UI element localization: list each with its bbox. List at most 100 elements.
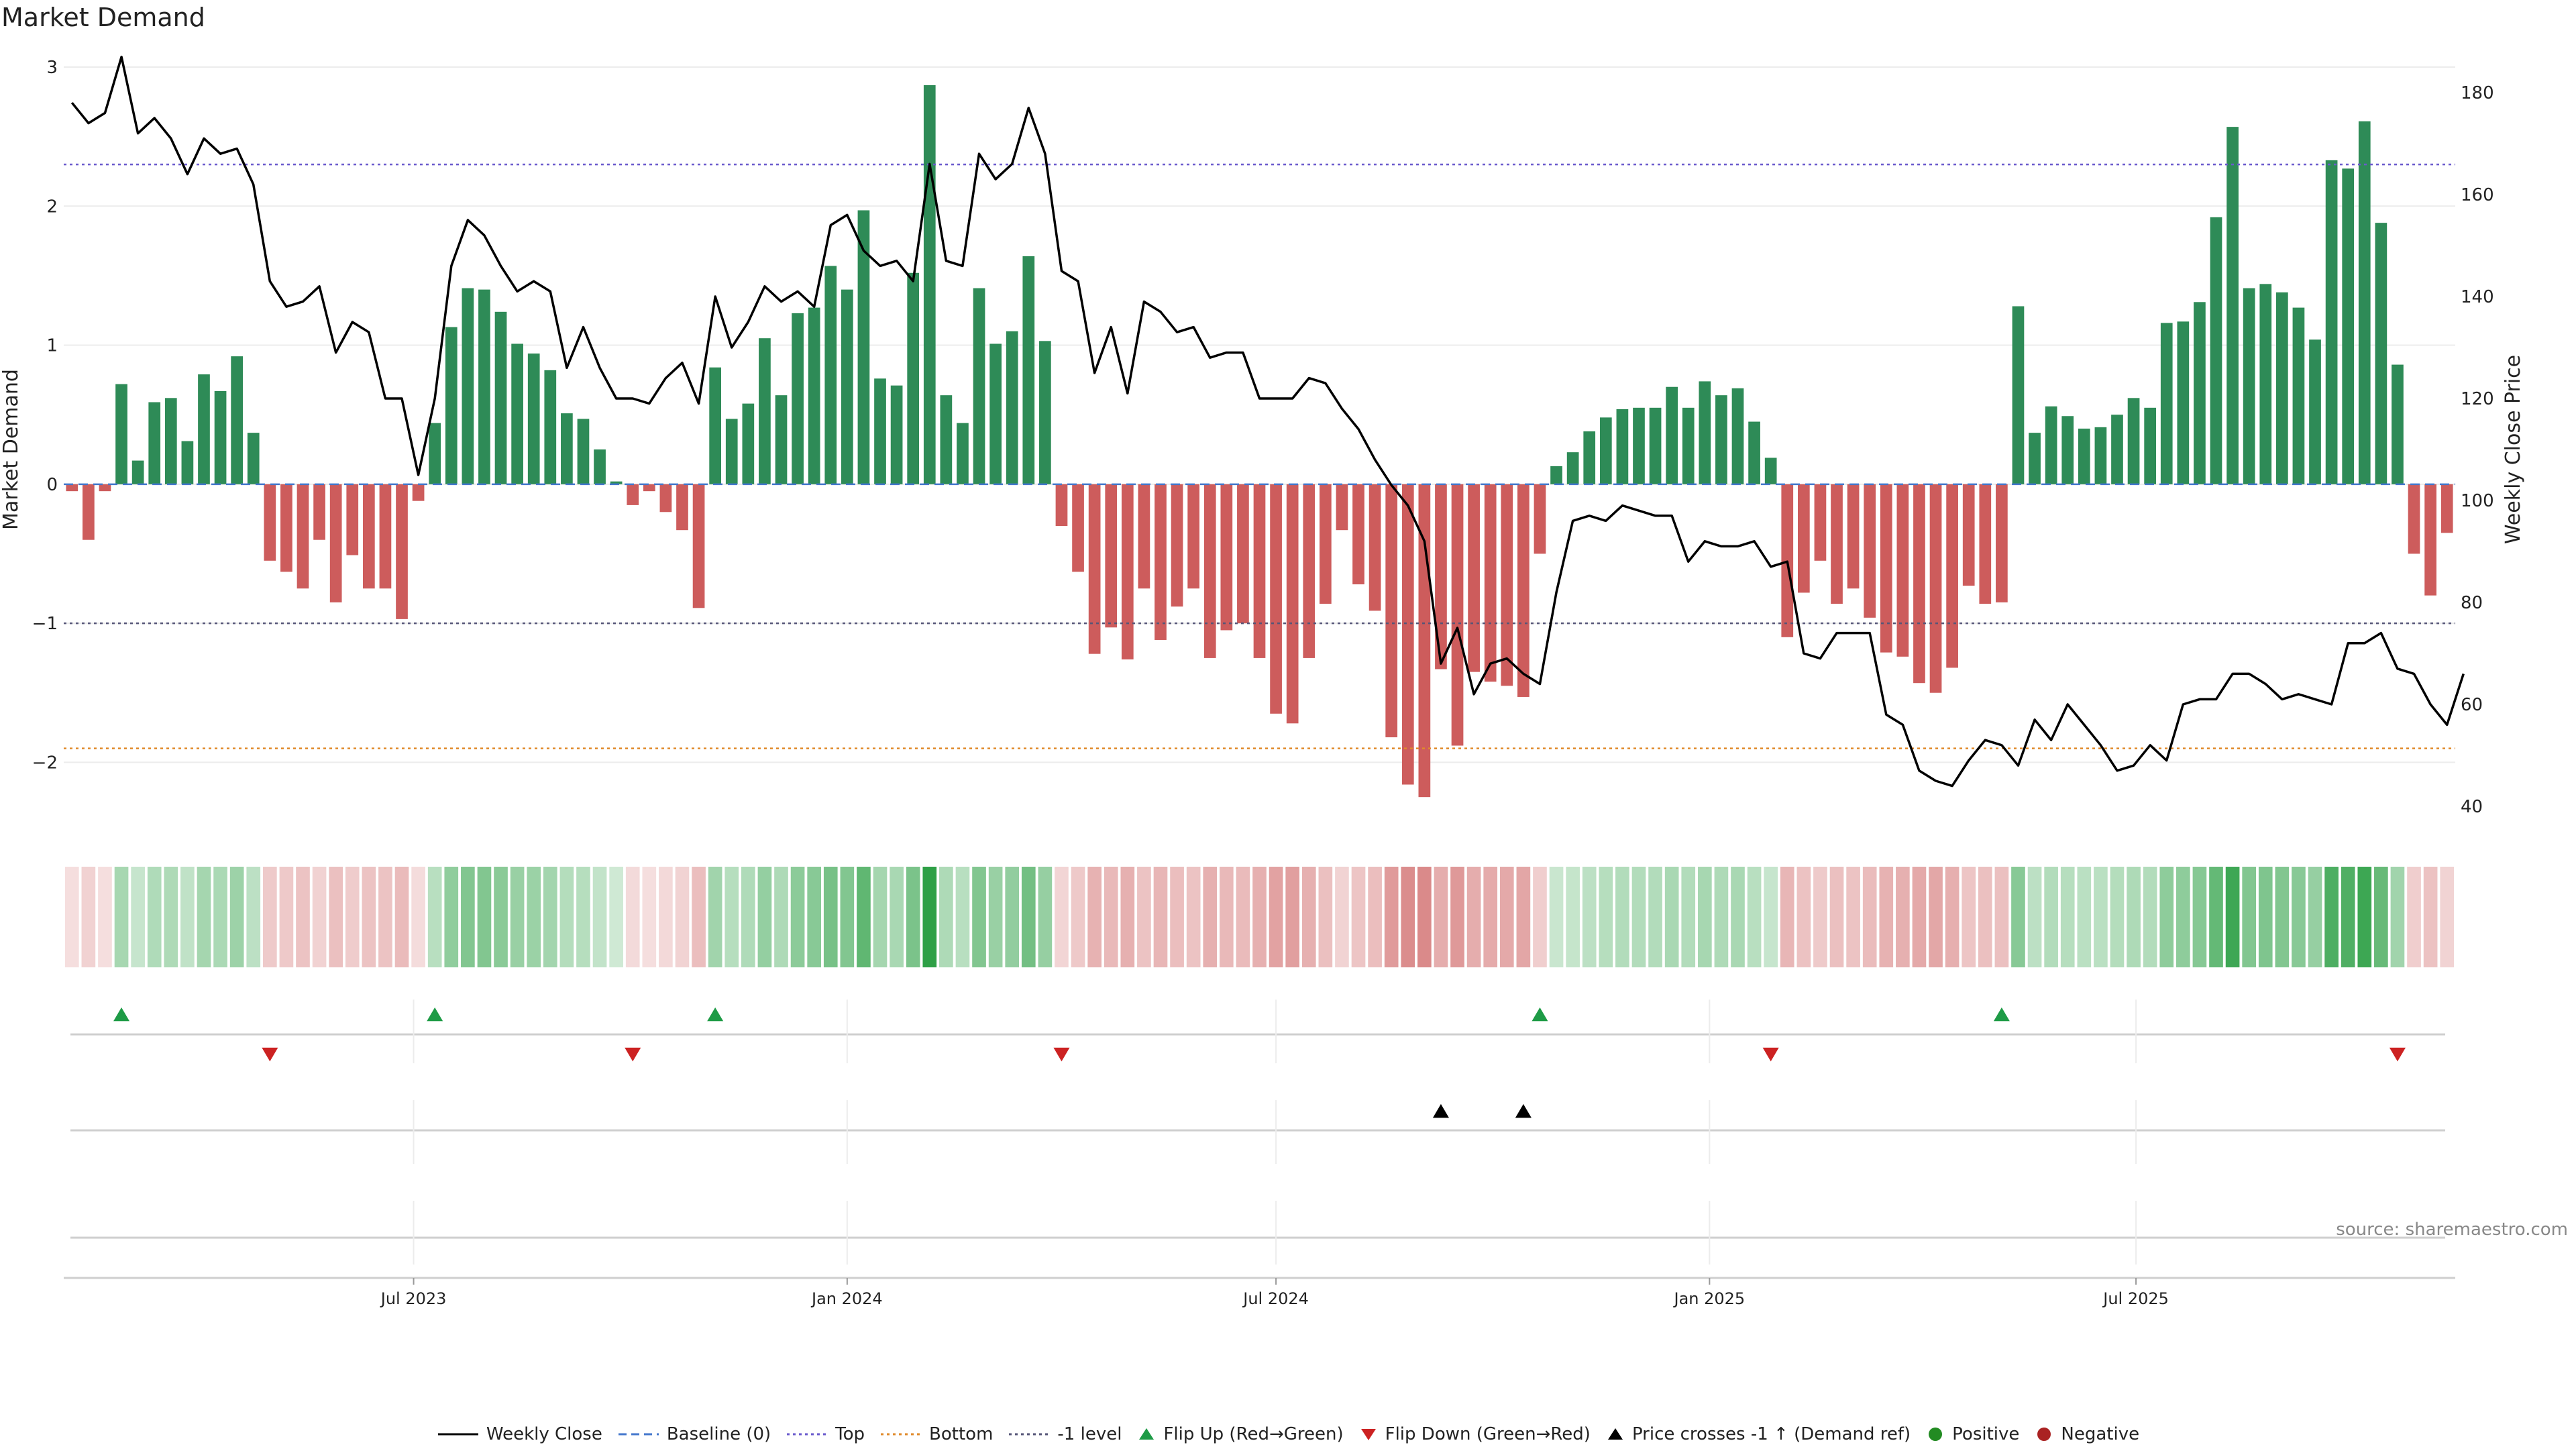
demand-bar: [1764, 458, 1777, 484]
legend-swatch: [1009, 1433, 1050, 1436]
intensity-cell: [444, 867, 459, 967]
demand-bar: [1831, 484, 1843, 604]
legend-item: Bottom: [879, 1424, 993, 1444]
demand-bar: [1929, 484, 1942, 693]
demand-bar: [1270, 484, 1282, 714]
demand-bar: [692, 484, 705, 608]
intensity-cell: [1829, 867, 1844, 967]
legend-swatch: [787, 1433, 828, 1436]
intensity-cell: [559, 867, 574, 967]
demand-bar: [214, 390, 227, 484]
chart-title: Market Demand: [1, 3, 205, 32]
y-axis-label-right: Weekly Close Price: [2502, 355, 2525, 544]
intensity-cell: [2258, 867, 2273, 967]
demand-bar: [1401, 484, 1414, 785]
demand-bar: [824, 266, 837, 484]
demand-bar: [2408, 484, 2420, 554]
demand-bar: [511, 343, 523, 484]
demand-bar: [1566, 452, 1579, 484]
legend-label: -1 level: [1057, 1424, 1122, 1444]
legend-label: Negative: [2061, 1424, 2140, 1444]
intensity-cell: [2357, 867, 2372, 967]
intensity-cell: [1368, 867, 1382, 967]
legend-item: Flip Up (Red→Green): [1136, 1424, 1344, 1444]
demand-bar: [231, 356, 244, 484]
demand-bar: [1996, 484, 2008, 602]
legend-swatch: [2037, 1428, 2051, 1441]
demand-bar: [2342, 168, 2355, 484]
intensity-cell: [64, 867, 79, 967]
demand-bar: [1550, 466, 1562, 484]
demand-bar: [346, 484, 359, 555]
intensity-cell: [1747, 867, 1762, 967]
demand-bar: [362, 484, 375, 589]
demand-bar: [2275, 292, 2288, 484]
intensity-cell: [840, 867, 855, 967]
demand-bar: [890, 385, 903, 484]
y-tick-label-left: 2: [46, 197, 58, 217]
demand-bar: [1286, 484, 1299, 724]
legend-item: Price crosses -1 ↑ (Demand ref): [1605, 1424, 1911, 1444]
intensity-cell: [1912, 867, 1927, 967]
demand-bar: [676, 484, 688, 531]
intensity-cell: [1021, 867, 1036, 967]
intensity-cell: [411, 867, 425, 967]
intensity-cell: [642, 867, 657, 967]
intensity-cell: [955, 867, 970, 967]
event-markers: [70, 1000, 2445, 1265]
demand-bar: [2392, 364, 2404, 484]
intensity-cell: [1005, 867, 1020, 967]
x-axis: Jul 2023 Jan 2024 Jul 2024 Jan 2025 Jul 2025: [64, 1277, 2455, 1308]
legend-swatch: [1360, 1429, 1376, 1440]
price-cross-marker: [1432, 1104, 1449, 1118]
legend-swatch: [1607, 1428, 1623, 1440]
demand-bar: [99, 484, 111, 492]
demand-bar: [1979, 484, 1992, 604]
demand-bar: [1896, 484, 1909, 657]
demand-bar: [627, 484, 639, 505]
intensity-cell: [2159, 867, 2174, 967]
demand-bar: [1055, 484, 1068, 526]
intensity-cell: [1087, 867, 1102, 967]
intensity-cell: [1252, 867, 1267, 967]
intensity-cell: [790, 867, 805, 967]
intensity-cell: [1664, 867, 1679, 967]
intensity-cell: [1220, 867, 1234, 967]
y-tick-label-right: 40: [2461, 797, 2483, 817]
demand-bar: [83, 484, 95, 540]
y-tick-label-right: 120: [2461, 389, 2494, 409]
demand-bar: [957, 423, 969, 484]
intensity-cell: [2077, 867, 2092, 967]
demand-bar: [1220, 484, 1233, 631]
intensity-cell: [494, 867, 508, 967]
intensity-cell: [922, 867, 937, 967]
demand-bar: [1319, 484, 1332, 604]
legend-label: Weekly Close: [486, 1424, 602, 1444]
flip-up-marker: [707, 1007, 724, 1022]
demand-bar: [379, 484, 392, 589]
legend-label: Top: [835, 1424, 865, 1444]
demand-bar: [1633, 407, 1645, 484]
intensity-cell: [2275, 867, 2290, 967]
intensity-cell: [2176, 867, 2190, 967]
demand-bar: [2144, 407, 2157, 484]
demand-bar: [1187, 484, 1200, 589]
intensity-cell: [1417, 867, 1432, 967]
demand-bar: [775, 395, 788, 484]
demand-bar: [264, 484, 276, 561]
intensity-cell: [1516, 867, 1531, 967]
intensity-cell: [1434, 867, 1448, 967]
intensity-cell: [2011, 867, 2025, 967]
intensity-cell: [1945, 867, 1960, 967]
demand-bar: [643, 484, 655, 492]
legend-label: Baseline (0): [666, 1424, 771, 1444]
demand-bar: [115, 384, 127, 484]
demand-bar: [2029, 433, 2041, 484]
y-tick-label-right: 60: [2461, 695, 2483, 715]
intensity-cell: [890, 867, 904, 967]
legend-item: Weekly Close: [437, 1424, 602, 1444]
intensity-cell: [229, 867, 244, 967]
intensity-cell: [1813, 867, 1827, 967]
legend-item: Negative: [2034, 1424, 2139, 1444]
intensity-cell: [427, 867, 442, 967]
